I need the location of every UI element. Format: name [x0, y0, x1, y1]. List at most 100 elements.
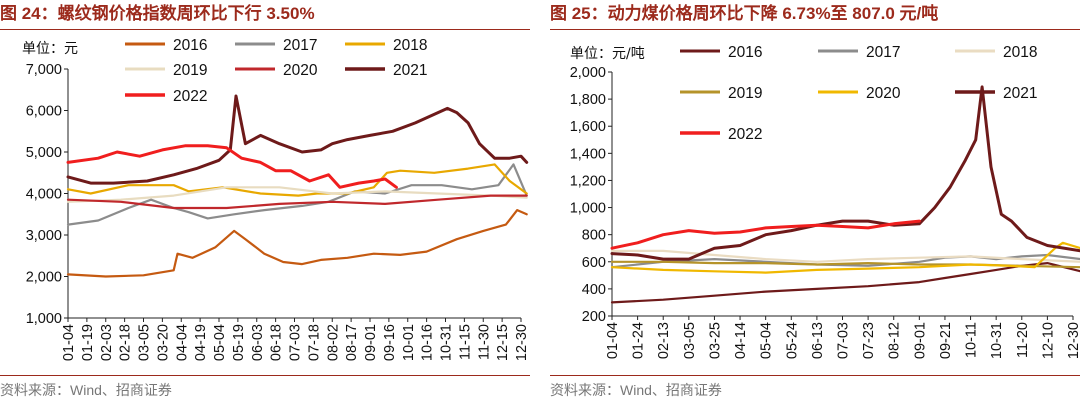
y-tick-label: 7,000	[26, 62, 62, 78]
legend-label-2016: 2016	[728, 44, 762, 61]
series-line-2016	[66, 209, 528, 278]
y-tick-label: 400	[582, 282, 606, 298]
y-tick-label: 1,000	[570, 201, 606, 217]
title-divider	[0, 29, 530, 30]
x-tick-label: 12-30	[514, 324, 530, 361]
x-tick-label: 06-13	[810, 322, 826, 359]
x-tick-label: 02-18	[118, 324, 134, 361]
legend-label-2019: 2019	[173, 62, 207, 79]
x-tick-label: 10-01	[401, 324, 417, 361]
x-tick-label: 12-10	[1040, 322, 1056, 359]
y-tick-label: 2,000	[570, 65, 606, 81]
unit-label: 单位：元/吨	[570, 46, 645, 62]
legend-label-2021: 2021	[1003, 85, 1037, 102]
x-tick-label: 12-30	[1066, 322, 1080, 359]
y-tick-label: 1,600	[570, 119, 606, 135]
figure-title: 图 25：动力煤价格周环比下降 6.73%至 807.0 元/吨	[550, 4, 939, 23]
x-tick-label: 09-01	[363, 324, 379, 361]
series-line-2017	[66, 163, 528, 226]
legend-label-2018: 2018	[1003, 44, 1037, 61]
x-tick-label: 09-01	[912, 322, 928, 359]
x-tick-label: 03-20	[155, 324, 171, 361]
y-tick-label: 600	[582, 255, 606, 271]
x-tick-label: 07-03	[288, 324, 304, 361]
y-tick-label: 1,000	[26, 311, 62, 327]
x-tick-label: 10-16	[420, 324, 436, 361]
x-tick-label: 01-04	[605, 322, 621, 359]
figure-24-panel: 图 24：螺纹钢价格指数周环比下行 3.50% 单位：元 1,000 2,000 3,…	[0, 0, 530, 404]
x-tick-label: 11-30	[476, 324, 492, 360]
source-note: 资料来源：Wind、招商证券	[550, 382, 722, 398]
legend-label-2022: 2022	[173, 88, 207, 105]
figure-title: 图 24：螺纹钢价格指数周环比下行 3.50%	[0, 4, 315, 23]
series-line-2021	[66, 94, 529, 185]
legend-label-2020: 2020	[866, 85, 901, 102]
series-line-2022	[610, 219, 921, 250]
source-note: 资料来源：Wind、招商证券	[0, 382, 172, 398]
y-tick-label: 200	[582, 309, 606, 325]
source-divider	[550, 375, 1080, 376]
legend-label-2020: 2020	[283, 62, 318, 79]
x-tick-label: 05-04	[212, 324, 228, 361]
x-tick-label: 01-04	[61, 324, 77, 361]
source-divider	[0, 375, 530, 376]
y-tick-label: 1,400	[570, 146, 606, 162]
y-tick-label: 1,200	[570, 173, 606, 189]
x-tick-label: 03-25	[707, 322, 723, 359]
x-tick-label: 06-18	[269, 324, 285, 361]
x-tick-label: 08-12	[887, 322, 903, 359]
series-line-2019	[66, 186, 528, 203]
y-tick-label: 1,800	[570, 92, 606, 108]
x-tick-label: 10-11	[964, 322, 980, 358]
x-tick-label: 01-24	[631, 322, 647, 359]
series-line-2021	[610, 85, 1080, 261]
x-tick-label: 06-03	[250, 324, 266, 361]
y-tick-label: 800	[582, 228, 606, 244]
x-tick-label: 07-23	[861, 322, 877, 359]
y-tick-label: 2,000	[26, 270, 62, 286]
x-tick-label: 05-24	[784, 322, 800, 359]
unit-label: 单位：元	[22, 41, 78, 57]
y-tick-label: 3,000	[26, 228, 62, 244]
title-divider	[550, 29, 1080, 30]
x-tick-label: 02-03	[99, 324, 115, 361]
legend-label-2021: 2021	[393, 62, 427, 79]
x-tick-label: 07-18	[306, 324, 322, 361]
y-tick-label: 5,000	[26, 145, 62, 161]
x-tick-label: 03-05	[137, 324, 153, 361]
thermal-coal-price-chart: 单位：元/吨 200 400 600 800 1,000 1,200 1,400 1,600 1,…	[570, 44, 1080, 359]
rebar-price-chart: 单位：元 1,000 2,000 3,000 4,000 5,000 6,000 7,000 0…	[22, 37, 530, 361]
x-tick-label: 09-16	[382, 324, 398, 361]
x-tick-label: 11-20	[1015, 322, 1031, 358]
x-tick-label: 04-04	[174, 324, 190, 361]
y-tick-label: 6,000	[26, 104, 62, 120]
legend-label-2019: 2019	[728, 85, 762, 102]
x-tick-label: 02-13	[656, 322, 672, 359]
legend-label-2017: 2017	[866, 44, 900, 61]
x-tick-label: 07-03	[836, 322, 852, 359]
x-tick-label: 09-21	[938, 322, 954, 359]
x-tick-label: 08-02	[325, 324, 341, 361]
series-line-2020	[66, 194, 528, 210]
x-tick-label: 03-05	[682, 322, 698, 359]
x-tick-label: 05-04	[759, 322, 775, 359]
x-tick-label: 11-15	[457, 324, 473, 360]
x-tick-label: 12-15	[495, 324, 511, 361]
x-tick-label: 04-19	[193, 324, 209, 361]
x-tick-label: 10-31	[989, 322, 1005, 359]
legend-label-2022: 2022	[728, 126, 762, 143]
series-line-2022	[66, 144, 398, 189]
x-tick-label: 08-17	[344, 324, 360, 361]
legend-label-2016: 2016	[173, 37, 207, 54]
x-tick-label: 10-31	[439, 324, 455, 361]
y-tick-label: 4,000	[26, 187, 62, 203]
series-line-2018	[610, 249, 1080, 263]
x-tick-label: 04-14	[733, 322, 749, 359]
series-line-2018	[66, 163, 528, 197]
x-tick-label: 05-19	[231, 324, 247, 361]
figure-25-panel: 图 25：动力煤价格周环比下降 6.73%至 807.0 元/吨 单位：元/吨 2…	[550, 0, 1080, 404]
series-line-2017	[610, 253, 1080, 269]
x-tick-label: 01-19	[80, 324, 96, 361]
legend-label-2018: 2018	[393, 37, 427, 54]
legend-label-2017: 2017	[283, 37, 317, 54]
